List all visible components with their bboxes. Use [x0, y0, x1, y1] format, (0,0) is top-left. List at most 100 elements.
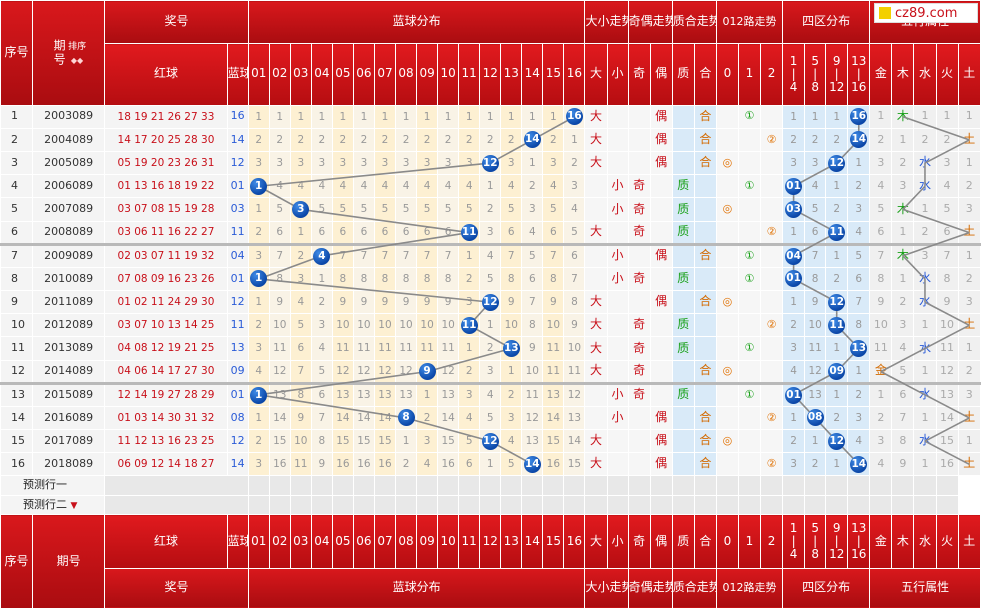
- dist-cell: 4: [289, 174, 312, 199]
- wx-cell: 土: [957, 127, 981, 153]
- wx-cell: 3: [935, 150, 959, 176]
- dist-cell: 2: [247, 220, 270, 246]
- wx-cell: 水: [913, 150, 937, 176]
- wx-cell: 13: [935, 382, 959, 407]
- wx-cell: 1: [891, 266, 915, 292]
- road-cell: ①: [737, 336, 761, 361]
- row-seq: 6: [0, 220, 34, 246]
- zone-cell: 2: [847, 382, 871, 407]
- predict-row-label[interactable]: 预测行二 ▼: [0, 494, 106, 516]
- footer-wx-col: 火: [935, 514, 959, 569]
- zone-cell: 10: [804, 313, 827, 338]
- header-num: 05: [331, 43, 354, 106]
- dist-cell: 1: [310, 266, 333, 292]
- dist-cell: 4: [331, 174, 354, 199]
- row-blue-ball: 14: [226, 452, 249, 477]
- predict-cell: [373, 494, 397, 516]
- row-blue-ball: 01: [226, 174, 249, 199]
- header-num: 01: [247, 43, 270, 106]
- row-seq: 10: [0, 313, 34, 338]
- footer-wx-col: 水: [913, 514, 937, 569]
- wx-cell: 15: [935, 429, 959, 454]
- wx-cell: 土: [957, 405, 981, 431]
- dist-cell: 4: [310, 174, 333, 199]
- blue-hit-ball: 14: [523, 131, 541, 149]
- parity-cell: [649, 266, 673, 292]
- dist-cell: 6: [542, 220, 565, 246]
- zone-cell: 11: [825, 313, 849, 338]
- parity-cell: [649, 382, 673, 407]
- predict-cell: [521, 475, 544, 496]
- dist-cell: 6: [563, 243, 586, 268]
- dist-cell: 1: [500, 359, 523, 385]
- dist-cell: 12: [331, 359, 354, 385]
- row-red-balls: 01 02 11 24 29 30: [104, 290, 228, 315]
- parity-cell: [649, 174, 673, 199]
- dist-cell: 1: [500, 104, 523, 129]
- predict-cell: [104, 475, 249, 496]
- header-road-col: 0: [715, 43, 739, 106]
- dist-cell: 2: [289, 127, 312, 153]
- site-logo[interactable]: cz89.com: [874, 3, 978, 23]
- row-red-balls: 01 03 14 30 31 32: [104, 405, 228, 431]
- dist-cell: 12: [563, 382, 586, 407]
- predict-cell: [458, 475, 481, 496]
- zone-cell: 1: [782, 290, 806, 315]
- zone-cell: 7: [804, 243, 827, 268]
- zone-cell: 1: [782, 405, 806, 431]
- footer-num: 04: [310, 514, 333, 569]
- dist-cell: 11: [395, 336, 418, 361]
- blue-hit-ball: 11: [460, 223, 478, 241]
- header-period-sort[interactable]: 期号 排序 ◆◆: [32, 0, 106, 106]
- prime-cell: [693, 174, 717, 199]
- header-num: 06: [352, 43, 375, 106]
- dist-cell: 3: [416, 150, 439, 176]
- header-red: 红球: [104, 43, 228, 106]
- header-num: 04: [310, 43, 333, 106]
- dist-cell: 6: [310, 382, 333, 407]
- prime-cell: [671, 359, 695, 385]
- footer-num: 02: [268, 514, 291, 569]
- dist-cell: 7: [437, 243, 460, 268]
- road-cell: ◎: [715, 359, 739, 385]
- header-zone-col: 1 | 4: [782, 43, 806, 106]
- zone-cell: 4: [847, 429, 871, 454]
- dist-cell: 2: [458, 359, 481, 385]
- predict-row-label[interactable]: 预测行一: [0, 475, 106, 496]
- predict-cell: [104, 494, 249, 516]
- wx-cell: 水: [913, 336, 937, 361]
- dist-cell: 7: [310, 405, 333, 431]
- road-cell: ②: [759, 452, 784, 477]
- dist-cell: 8: [416, 266, 439, 292]
- dist-cell: 1: [521, 150, 544, 176]
- size-cell: 大: [584, 150, 608, 176]
- row-period: 2011089: [32, 290, 106, 315]
- table-row: 15 2017089 11 12 13 16 23 25 12 2 15 10 8 15 15 15…: [0, 429, 981, 454]
- row-seq: 11: [0, 336, 34, 361]
- dist-cell: 4: [416, 452, 439, 477]
- dist-cell: 7: [395, 243, 418, 268]
- row-red-balls: 11 12 13 16 23 25: [104, 429, 228, 454]
- road-cell: [759, 243, 784, 268]
- zone-cell: 12: [804, 359, 827, 385]
- dist-cell: 5: [395, 197, 418, 222]
- size-cell: 小: [606, 266, 629, 292]
- dist-cell: 5: [352, 197, 375, 222]
- wx-cell: 3: [957, 382, 981, 407]
- dist-cell: 12: [521, 405, 544, 431]
- table-row: 1 2003089 18 19 21 26 27 33 16 1 1 1 1 1 1 1 1 1 1 1 1 1…: [0, 104, 981, 129]
- predict-cell: [627, 494, 651, 516]
- parity-cell: 偶: [649, 104, 673, 129]
- row-red-balls: 04 08 12 19 21 25: [104, 336, 228, 361]
- header-num: 02: [268, 43, 291, 106]
- dist-cell: 2: [395, 452, 418, 477]
- wx-cell: 8: [935, 266, 959, 292]
- prime-cell: 质: [671, 336, 695, 361]
- dist-cell: 1: [395, 429, 418, 454]
- blue-hit-ball: 11: [460, 316, 478, 334]
- parity-cell: [627, 104, 651, 129]
- dist-cell: 5: [268, 197, 291, 222]
- header-prize: 奖号: [104, 0, 249, 45]
- zone-cell: 9: [804, 290, 827, 315]
- dist-cell: 16: [542, 452, 565, 477]
